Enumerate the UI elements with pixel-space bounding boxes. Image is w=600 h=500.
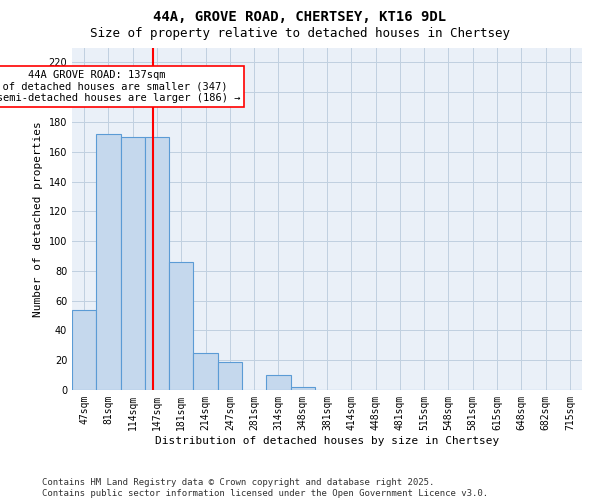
Bar [218, 362, 242, 390]
Bar [145, 137, 169, 390]
Bar [290, 387, 315, 390]
Bar [193, 353, 218, 390]
Bar [72, 310, 96, 390]
Text: 44A, GROVE ROAD, CHERTSEY, KT16 9DL: 44A, GROVE ROAD, CHERTSEY, KT16 9DL [154, 10, 446, 24]
Bar [121, 137, 145, 390]
Text: Size of property relative to detached houses in Chertsey: Size of property relative to detached ho… [90, 28, 510, 40]
Y-axis label: Number of detached properties: Number of detached properties [33, 121, 43, 316]
X-axis label: Distribution of detached houses by size in Chertsey: Distribution of detached houses by size … [155, 436, 499, 446]
Bar [266, 375, 290, 390]
Text: 44A GROVE ROAD: 137sqm
← 65% of detached houses are smaller (347)
35% of semi-de: 44A GROVE ROAD: 137sqm ← 65% of detached… [0, 70, 240, 103]
Bar [96, 134, 121, 390]
Text: Contains HM Land Registry data © Crown copyright and database right 2025.
Contai: Contains HM Land Registry data © Crown c… [42, 478, 488, 498]
Bar [169, 262, 193, 390]
